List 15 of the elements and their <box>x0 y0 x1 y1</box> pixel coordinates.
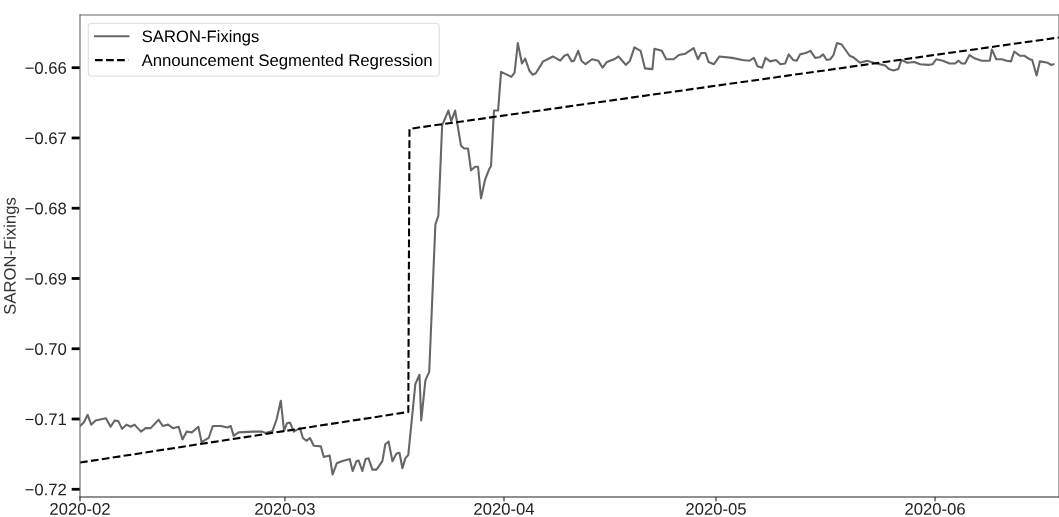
y-tick-label: −0.70 <box>25 343 67 355</box>
y-tick-label: −0.69 <box>25 272 67 285</box>
y-axis-title: SARON-Fixings <box>3 197 20 315</box>
y-tick-label: −0.68 <box>25 202 67 215</box>
y-tick-label: −0.66 <box>25 62 67 74</box>
legend-label: Announcement Segmented Regression <box>141 53 432 70</box>
x-tick-label: 2020-02 <box>50 503 110 515</box>
x-tick-label: 2020-06 <box>905 503 965 515</box>
x-tick-label: 2020-03 <box>255 503 315 515</box>
y-tick-label: −0.71 <box>25 413 66 426</box>
y-tick-label: −0.72 <box>25 483 66 496</box>
legend-label: SARON-Fixings <box>142 30 259 46</box>
x-tick-label: 2020-05 <box>686 503 746 515</box>
y-tick-label: −0.67 <box>25 132 66 145</box>
x-tick-label: 2020-04 <box>474 503 535 515</box>
